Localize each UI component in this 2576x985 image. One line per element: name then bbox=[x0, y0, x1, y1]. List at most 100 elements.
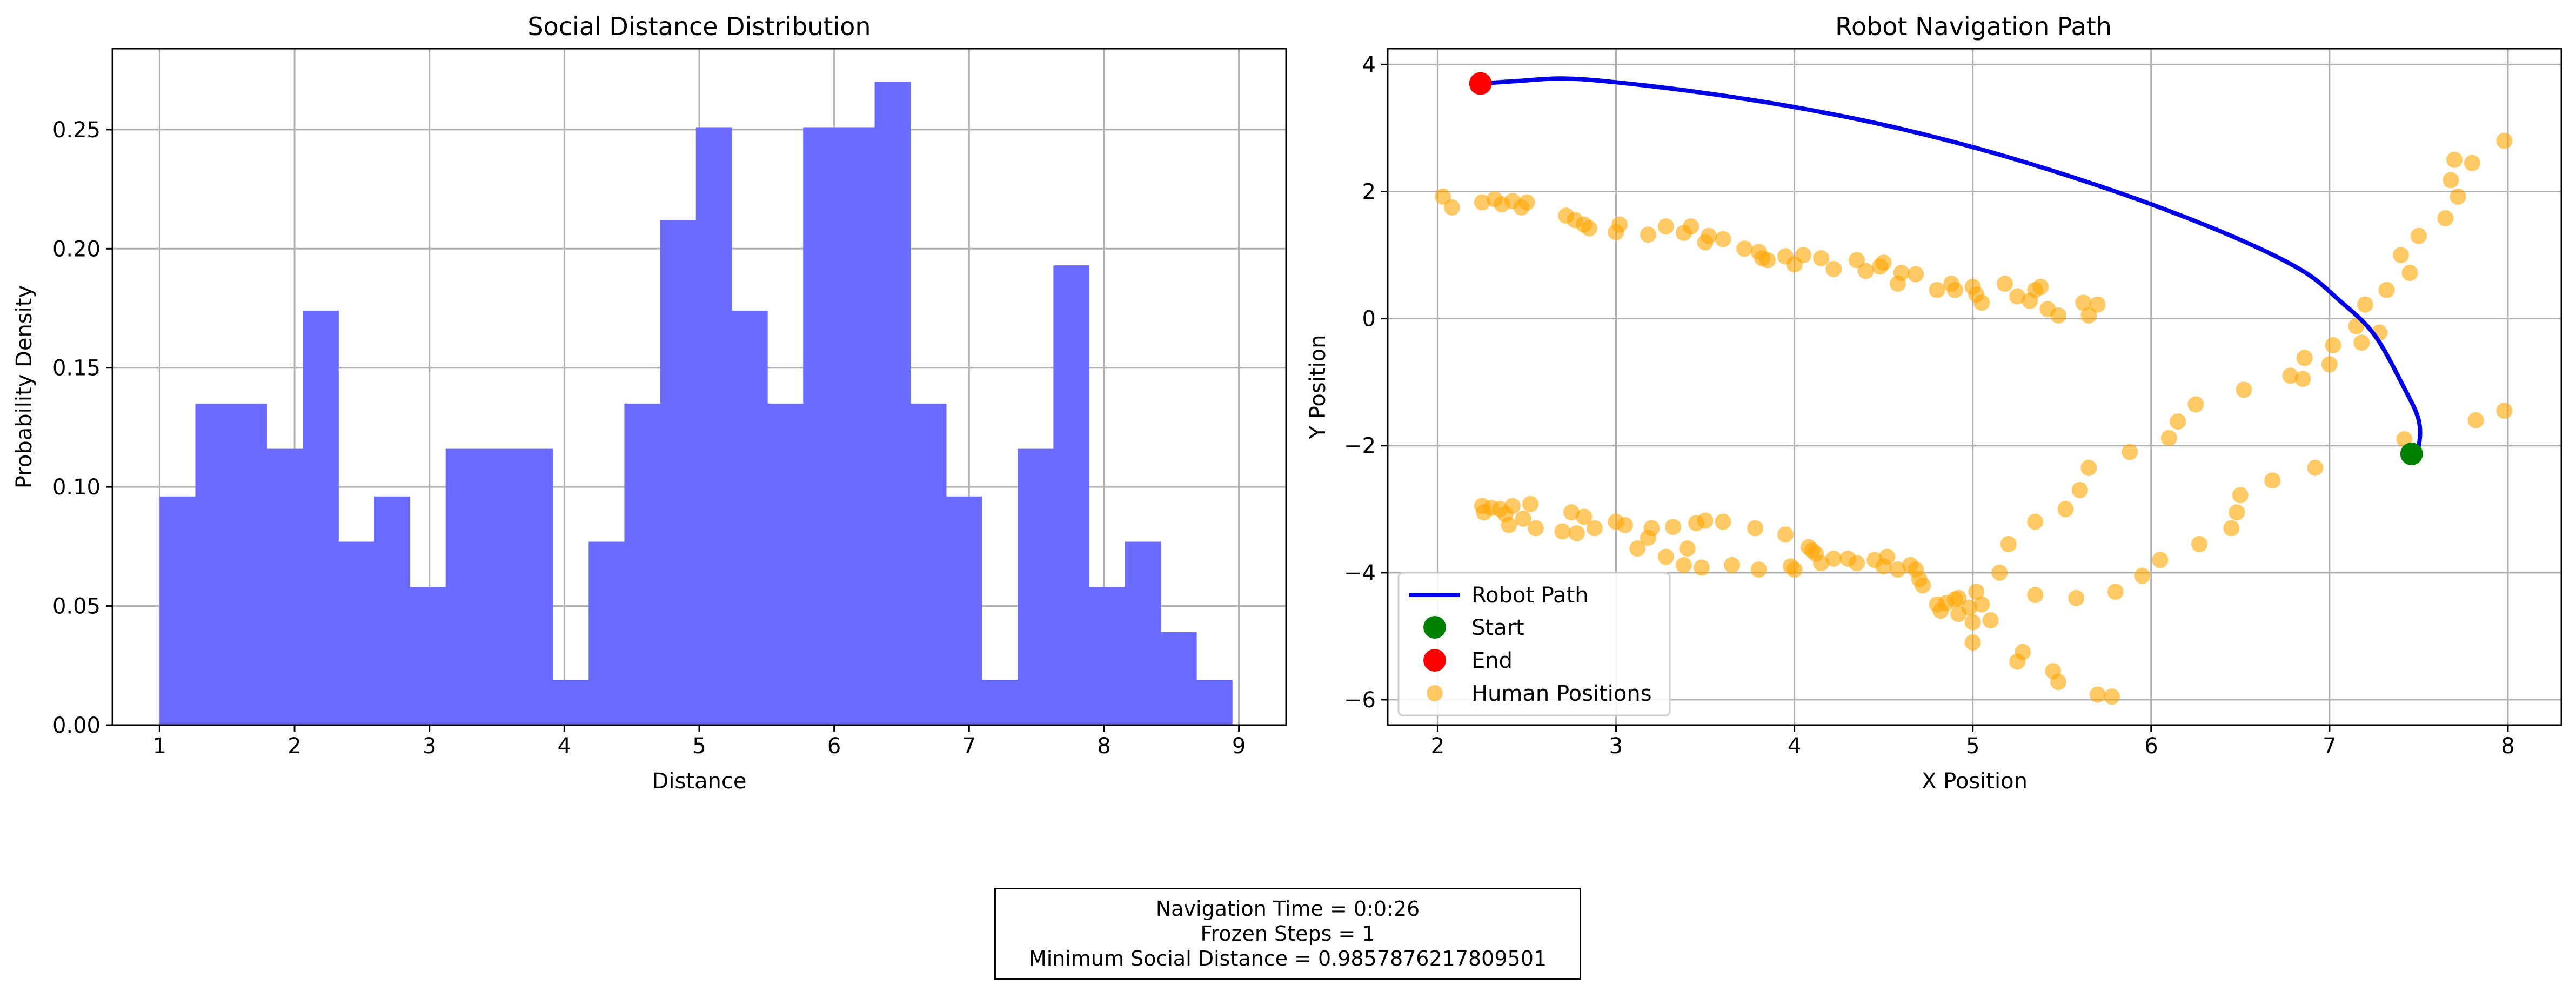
legend-frame bbox=[1397, 572, 1671, 716]
histogram-bar bbox=[266, 448, 303, 725]
human-position-point bbox=[2232, 487, 2249, 504]
histogram-bar bbox=[910, 403, 947, 725]
human-position-point bbox=[1576, 508, 1593, 525]
histogram-bar bbox=[1196, 680, 1233, 725]
legend-robot-path-label: Robot Path bbox=[1471, 583, 1589, 608]
legend-start-swatch bbox=[1423, 616, 1446, 639]
histogram-bar bbox=[481, 448, 518, 725]
histogram-xtick-label: 3 bbox=[423, 734, 436, 759]
human-position-point bbox=[1890, 561, 1906, 578]
human-position-point bbox=[1961, 599, 1978, 616]
legend-start-label: Start bbox=[1471, 615, 1524, 640]
human-position-point bbox=[2057, 501, 2074, 518]
human-position-point bbox=[2353, 334, 2370, 351]
histogram-ylabel: Probability Density bbox=[12, 285, 37, 488]
histogram-xlabel: Distance bbox=[652, 769, 747, 794]
human-position-point bbox=[1964, 634, 1981, 651]
end-marker bbox=[1469, 72, 1492, 95]
human-position-point bbox=[1968, 584, 1985, 600]
human-position-point bbox=[2236, 381, 2252, 398]
navigation-xlabel: X Position bbox=[1922, 769, 2028, 794]
human-position-point bbox=[1443, 199, 1460, 216]
human-position-point bbox=[2467, 412, 2484, 428]
min-social-distance-text: Minimum Social Distance = 0.985787621780… bbox=[1028, 947, 1547, 970]
human-position-point bbox=[2068, 589, 2085, 606]
human-position-point bbox=[1973, 596, 1990, 613]
human-position-point bbox=[1982, 612, 1999, 629]
histogram-bars bbox=[159, 82, 1233, 726]
human-position-point bbox=[1581, 220, 1598, 237]
navigation-ticks: 2 3 4 5 6 7 8 −6 −4 −2 0 2 4 bbox=[1344, 52, 2515, 759]
human-position-point bbox=[2160, 430, 2177, 446]
histogram-xtick-label: 2 bbox=[287, 734, 301, 759]
human-position-point bbox=[2321, 356, 2338, 373]
navigation-axes-frame bbox=[1387, 48, 2562, 726]
histogram-bar bbox=[553, 680, 589, 725]
human-position-point bbox=[2443, 172, 2459, 189]
human-position-point bbox=[2450, 188, 2466, 205]
human-position-point bbox=[2089, 296, 2106, 313]
histogram-xtick-label: 8 bbox=[1097, 734, 1110, 759]
human-position-point bbox=[1617, 517, 1634, 533]
human-position-point bbox=[1893, 264, 1910, 281]
human-position-point bbox=[1950, 589, 1967, 606]
histogram-bar bbox=[695, 127, 732, 725]
human-position-point bbox=[2080, 459, 2097, 476]
human-position-point bbox=[2000, 535, 2017, 552]
histogram-title: Social Distance Distribution bbox=[527, 12, 871, 41]
human-position-point bbox=[1795, 247, 1812, 264]
human-position-point bbox=[1554, 523, 1571, 540]
human-position-point bbox=[2348, 318, 2365, 334]
human-position-point bbox=[2296, 350, 2313, 366]
legend: Robot Path Start End Human Positions bbox=[1397, 572, 1671, 716]
human-position-point bbox=[2378, 282, 2395, 298]
histogram-ytick-label: 0.05 bbox=[52, 594, 101, 619]
human-position-point bbox=[2104, 688, 2120, 705]
histogram-xtick-label: 9 bbox=[1232, 734, 1246, 759]
human-position-point bbox=[1849, 555, 1865, 572]
histogram-xtick-label: 7 bbox=[962, 734, 976, 759]
histogram-bar bbox=[660, 220, 697, 725]
human-position-point bbox=[2027, 513, 2044, 530]
human-position-point bbox=[2325, 337, 2341, 353]
histogram-bar bbox=[303, 310, 339, 725]
navigation-title: Robot Navigation Path bbox=[1835, 12, 2112, 41]
navigation-xtick-label: 5 bbox=[1966, 734, 1979, 759]
human-position-point bbox=[2410, 227, 2427, 244]
human-position-point bbox=[1640, 226, 1656, 243]
navigation-xtick-label: 3 bbox=[1609, 734, 1623, 759]
navigation-time-text: Navigation Time = 0:0:26 bbox=[1155, 897, 1420, 921]
human-position-point bbox=[1563, 504, 1580, 521]
histogram-bar bbox=[1018, 448, 1054, 725]
navigation-ytick-label: −6 bbox=[1344, 688, 1376, 713]
human-position-point bbox=[2050, 307, 2067, 324]
human-position-point bbox=[2437, 210, 2454, 226]
frozen-steps-text: Frozen Steps = 1 bbox=[1200, 922, 1375, 946]
human-position-point bbox=[1697, 512, 1714, 529]
human-position-point bbox=[2223, 520, 2240, 537]
human-position-point bbox=[1504, 498, 1521, 514]
human-position-point bbox=[1679, 540, 1696, 557]
human-position-point bbox=[2152, 552, 2169, 568]
human-position-point bbox=[2050, 674, 2067, 691]
histogram-bar bbox=[231, 403, 267, 725]
human-position-point bbox=[2401, 264, 2418, 281]
human-position-point bbox=[1786, 561, 1803, 578]
robot-path-line bbox=[1478, 76, 2423, 457]
navigation-ytick-label: 0 bbox=[1362, 307, 1376, 332]
human-position-point bbox=[1515, 510, 1531, 527]
human-position-point bbox=[1693, 559, 1710, 576]
histogram-xtick-label: 4 bbox=[558, 734, 571, 759]
human-position-point bbox=[1657, 218, 1674, 235]
human-position-point bbox=[1474, 194, 1490, 211]
legend-human-label: Human Positions bbox=[1471, 681, 1652, 706]
histogram-bar bbox=[624, 403, 661, 725]
human-position-point bbox=[2496, 132, 2513, 149]
human-position-point bbox=[2071, 482, 2088, 499]
human-position-point bbox=[1750, 561, 1767, 578]
human-position-point bbox=[1964, 614, 1981, 631]
human-position-point bbox=[1777, 526, 1794, 543]
start-marker bbox=[2400, 443, 2423, 466]
legend-human-swatch bbox=[1427, 685, 1443, 701]
